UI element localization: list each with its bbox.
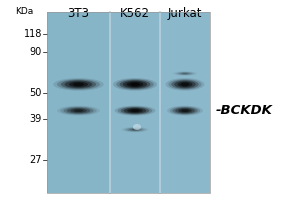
Text: 50: 50 [30, 88, 42, 98]
Ellipse shape [64, 107, 94, 114]
Text: K562: K562 [120, 7, 150, 20]
Ellipse shape [168, 79, 202, 90]
Ellipse shape [124, 108, 146, 114]
Ellipse shape [176, 72, 194, 75]
Ellipse shape [130, 129, 140, 131]
Ellipse shape [60, 106, 97, 115]
Ellipse shape [127, 109, 143, 113]
Text: 3T3: 3T3 [68, 7, 89, 20]
Ellipse shape [70, 109, 87, 113]
Ellipse shape [175, 108, 195, 114]
Text: 39: 39 [30, 114, 42, 124]
Ellipse shape [123, 81, 147, 88]
Ellipse shape [171, 80, 199, 89]
Ellipse shape [123, 127, 147, 132]
Ellipse shape [170, 106, 200, 115]
Bar [110, 12, 160, 193]
Bar [47, 12, 110, 193]
Bar [47, 12, 210, 193]
Bar [160, 12, 210, 193]
Ellipse shape [121, 107, 149, 114]
Ellipse shape [57, 106, 100, 116]
Ellipse shape [127, 82, 143, 87]
Text: KDa: KDa [15, 7, 33, 16]
Ellipse shape [133, 124, 141, 130]
Ellipse shape [69, 82, 88, 87]
Ellipse shape [67, 108, 90, 114]
Ellipse shape [113, 78, 157, 91]
Ellipse shape [132, 129, 138, 130]
Ellipse shape [178, 72, 192, 75]
Ellipse shape [167, 106, 203, 116]
Ellipse shape [174, 81, 196, 88]
Ellipse shape [130, 109, 140, 112]
Ellipse shape [73, 83, 84, 86]
Ellipse shape [181, 109, 189, 112]
Ellipse shape [130, 83, 140, 86]
Text: 27: 27 [29, 155, 42, 165]
Ellipse shape [61, 80, 96, 89]
Ellipse shape [181, 83, 189, 86]
Ellipse shape [118, 106, 152, 115]
Ellipse shape [128, 128, 142, 131]
Ellipse shape [125, 128, 145, 132]
Ellipse shape [178, 109, 192, 113]
Ellipse shape [116, 79, 154, 90]
Text: -BCKDK: -BCKDK [216, 104, 273, 117]
Ellipse shape [64, 81, 92, 88]
Ellipse shape [166, 78, 205, 91]
Ellipse shape [182, 73, 188, 74]
Ellipse shape [57, 79, 100, 90]
Ellipse shape [172, 107, 198, 114]
Ellipse shape [115, 106, 155, 116]
Ellipse shape [53, 78, 104, 91]
Ellipse shape [74, 109, 83, 112]
Bar [47, 12, 210, 193]
Text: Jurkat: Jurkat [168, 7, 202, 20]
Text: 118: 118 [24, 29, 42, 39]
Ellipse shape [178, 82, 192, 87]
Ellipse shape [174, 72, 196, 75]
Ellipse shape [180, 73, 190, 74]
Ellipse shape [120, 80, 150, 89]
Text: 90: 90 [30, 47, 42, 57]
